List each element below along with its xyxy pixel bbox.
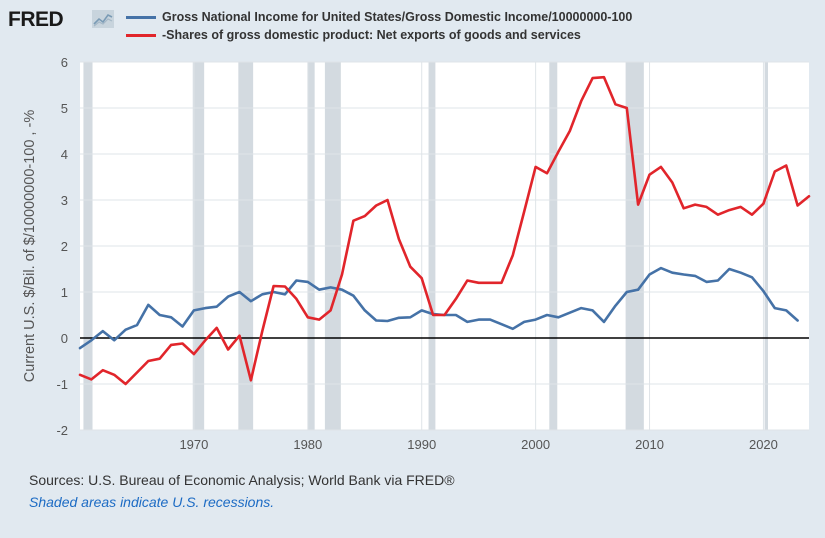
y-tick-label: -1	[56, 377, 68, 392]
y-tick-label: 5	[61, 101, 68, 116]
legend-label-gni: Gross National Income for United States/…	[162, 10, 633, 24]
chart-legend: Gross National Income for United States/…	[126, 9, 766, 45]
chart-header: FRED Gross National Income for United St…	[0, 0, 825, 60]
fred-logo[interactable]: FRED	[8, 8, 64, 31]
fred-logo-icon	[92, 10, 114, 28]
sources-text: Sources: U.S. Bureau of Economic Analysi…	[29, 472, 455, 488]
legend-swatch-gni	[126, 16, 156, 19]
y-axis-label: Current U.S. $/Bil. of $/10000000-100 , …	[22, 110, 38, 383]
y-tick-label: 3	[61, 193, 68, 208]
y-tick-label: 1	[61, 285, 68, 300]
recession-note: Shaded areas indicate U.S. recessions.	[29, 494, 275, 510]
y-tick-label: 0	[61, 331, 68, 346]
x-tick-label: 2000	[521, 437, 550, 452]
x-tick-label: 1990	[407, 437, 436, 452]
x-tick-label: 1980	[293, 437, 322, 452]
y-tick-label: 4	[61, 147, 68, 162]
legend-item-net-exports[interactable]: -Shares of gross domestic product: Net e…	[126, 27, 766, 45]
y-tick-label: -2	[56, 423, 68, 438]
chart-footer: Sources: U.S. Bureau of Economic Analysi…	[29, 472, 455, 510]
legend-item-gni[interactable]: Gross National Income for United States/…	[126, 9, 766, 27]
legend-label-net-exports: -Shares of gross domestic product: Net e…	[162, 28, 581, 42]
x-tick-label: 1970	[179, 437, 208, 452]
x-tick-label: 2020	[749, 437, 778, 452]
legend-swatch-net-exports	[126, 34, 156, 37]
y-tick-label: 6	[61, 55, 68, 70]
y-tick-label: 2	[61, 239, 68, 254]
series-line-net-exports	[78, 75, 811, 386]
x-tick-label: 2010	[635, 437, 664, 452]
